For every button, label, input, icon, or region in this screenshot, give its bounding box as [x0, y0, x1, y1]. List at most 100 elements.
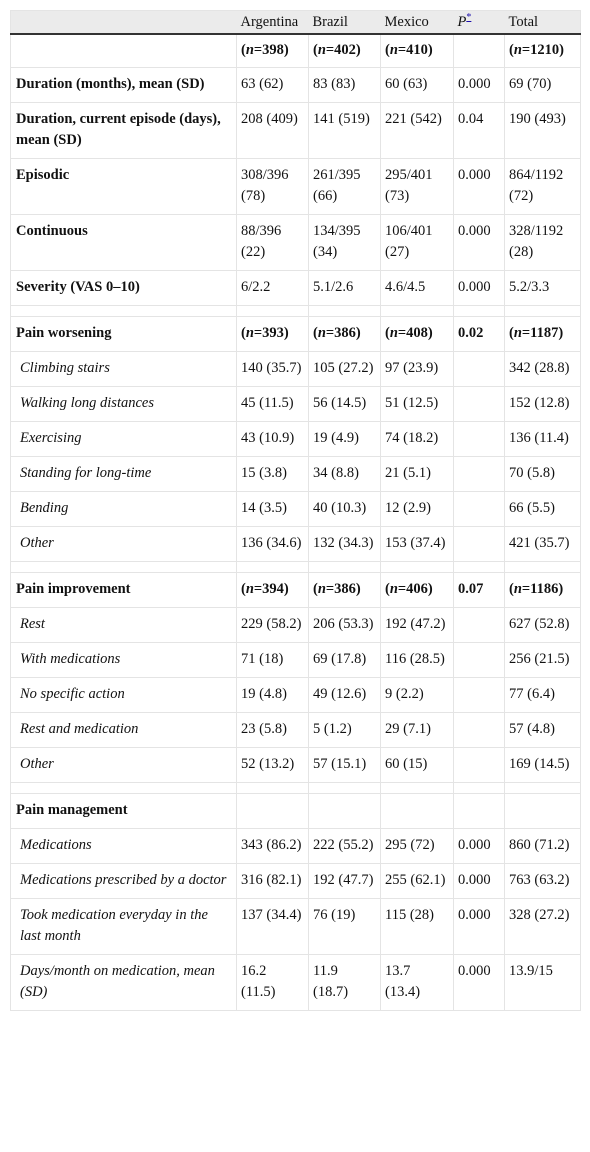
cell-argentina: 208 (409) — [236, 102, 309, 159]
cell-mexico: 115 (28) — [380, 898, 454, 955]
cell-total: 864/1192 (72) — [504, 158, 581, 215]
cell-argentina: 16.2 (11.5) — [236, 954, 309, 1011]
cell-argentina: (n=394) — [236, 572, 309, 608]
cell-p — [453, 747, 505, 783]
header-p-value: P* — [453, 10, 505, 35]
row-label — [10, 33, 237, 68]
cell-argentina: 140 (35.7) — [236, 351, 309, 387]
data-table-container: Argentina Brazil Mexico P* Total (n=398)… — [10, 10, 581, 1011]
table-row: Duration, current episode (days), mean (… — [10, 102, 581, 159]
cell-total: 860 (71.2) — [504, 828, 581, 864]
sample-size-row: (n=398) (n=402) (n=410) (n=1210) — [10, 33, 581, 68]
cell-p: 0.000 — [453, 954, 505, 1011]
cell-argentina: 316 (82.1) — [236, 863, 309, 899]
section-label: Pain management — [10, 793, 237, 829]
cell-total: 169 (14.5) — [504, 747, 581, 783]
cell-total: 77 (6.4) — [504, 677, 581, 713]
footnote-link[interactable]: * — [466, 12, 472, 24]
cell-total: 5.2/3.3 — [504, 270, 581, 306]
cell-brazil: 19 (4.9) — [308, 421, 381, 457]
cell-mexico: 12 (2.9) — [380, 491, 454, 527]
section-label: Pain improvement — [10, 572, 237, 608]
cell-p: 0.000 — [453, 67, 505, 103]
cell-p — [453, 642, 505, 678]
cell-mexico: 97 (23.9) — [380, 351, 454, 387]
cell-total: 57 (4.8) — [504, 712, 581, 748]
cell-brazil: 76 (19) — [308, 898, 381, 955]
header-argentina: Argentina — [236, 10, 309, 35]
cell-mexico: (n=406) — [380, 572, 454, 608]
cell-brazil — [308, 793, 381, 829]
cell-p: 0.04 — [453, 102, 505, 159]
cell-total: 342 (28.8) — [504, 351, 581, 387]
cell-mexico: 106/401 (27) — [380, 214, 454, 271]
cell-mexico: 4.6/4.5 — [380, 270, 454, 306]
section-spacer — [10, 305, 581, 317]
header-mexico: Mexico — [380, 10, 454, 35]
cell-mexico: (n=408) — [380, 316, 454, 352]
cell-mexico: 29 (7.1) — [380, 712, 454, 748]
row-label: Duration (months), mean (SD) — [10, 67, 237, 103]
table-row: Episodic 308/396 (78) 261/395 (66) 295/4… — [10, 158, 581, 215]
cell-p: 0.000 — [453, 863, 505, 899]
p-label: P — [457, 14, 467, 30]
cell-p — [453, 526, 505, 562]
cell-p — [453, 793, 505, 829]
table-row: Standing for long-time 15 (3.8) 34 (8.8)… — [10, 456, 581, 492]
cell-argentina: 137 (34.4) — [236, 898, 309, 955]
cell-argentina: (n=398) — [236, 33, 309, 68]
cell-argentina: 14 (3.5) — [236, 491, 309, 527]
row-label: Took medication everyday in the last mon… — [10, 898, 237, 955]
section-spacer — [10, 782, 581, 794]
row-label: Severity (VAS 0–10) — [10, 270, 237, 306]
cell-brazil: 49 (12.6) — [308, 677, 381, 713]
section-header-worsening: Pain worsening (n=393) (n=386) (n=408) 0… — [10, 316, 581, 352]
cell-brazil: 5 (1.2) — [308, 712, 381, 748]
cell-argentina: 43 (10.9) — [236, 421, 309, 457]
cell-brazil: 261/395 (66) — [308, 158, 381, 215]
row-label: Exercising — [10, 421, 237, 457]
cell-mexico: (n=410) — [380, 33, 454, 68]
cell-p: 0.000 — [453, 270, 505, 306]
header-row: Argentina Brazil Mexico P* Total — [10, 10, 581, 35]
cell-argentina: 88/396 (22) — [236, 214, 309, 271]
cell-argentina: 63 (62) — [236, 67, 309, 103]
table-row: With medications 71 (18) 69 (17.8) 116 (… — [10, 642, 581, 678]
cell-total: 627 (52.8) — [504, 607, 581, 643]
cell-brazil: 141 (519) — [308, 102, 381, 159]
cell-total: 763 (63.2) — [504, 863, 581, 899]
row-label: Other — [10, 747, 237, 783]
row-label: Episodic — [10, 158, 237, 215]
row-label: Medications — [10, 828, 237, 864]
cell-argentina: 19 (4.8) — [236, 677, 309, 713]
table-row: Rest 229 (58.2) 206 (53.3) 192 (47.2) 62… — [10, 607, 581, 643]
cell-p: 0.000 — [453, 214, 505, 271]
cell-p — [453, 677, 505, 713]
cell-brazil: 69 (17.8) — [308, 642, 381, 678]
cell-total: 152 (12.8) — [504, 386, 581, 422]
cell-brazil: 34 (8.8) — [308, 456, 381, 492]
cell-p — [453, 712, 505, 748]
cell-argentina: 6/2.2 — [236, 270, 309, 306]
cell-total: 70 (5.8) — [504, 456, 581, 492]
cell-mexico: 21 (5.1) — [380, 456, 454, 492]
table-row: Rest and medication 23 (5.8) 5 (1.2) 29 … — [10, 712, 581, 748]
cell-total: 66 (5.5) — [504, 491, 581, 527]
cell-argentina: 308/396 (78) — [236, 158, 309, 215]
cell-total: 136 (11.4) — [504, 421, 581, 457]
cell-total: 328/1192 (28) — [504, 214, 581, 271]
cell-mexico: 295 (72) — [380, 828, 454, 864]
header-empty — [10, 10, 237, 35]
row-label: Climbing stairs — [10, 351, 237, 387]
table-row: Took medication everyday in the last mon… — [10, 898, 581, 955]
cell-total: (n=1187) — [504, 316, 581, 352]
cell-brazil: 222 (55.2) — [308, 828, 381, 864]
cell-brazil: (n=386) — [308, 572, 381, 608]
cell-brazil: 83 (83) — [308, 67, 381, 103]
row-label: Rest and medication — [10, 712, 237, 748]
table-row: No specific action 19 (4.8) 49 (12.6) 9 … — [10, 677, 581, 713]
table-row: Other 136 (34.6) 132 (34.3) 153 (37.4) 4… — [10, 526, 581, 562]
table-row: Continuous 88/396 (22) 134/395 (34) 106/… — [10, 214, 581, 271]
cell-total — [504, 793, 581, 829]
row-label: No specific action — [10, 677, 237, 713]
